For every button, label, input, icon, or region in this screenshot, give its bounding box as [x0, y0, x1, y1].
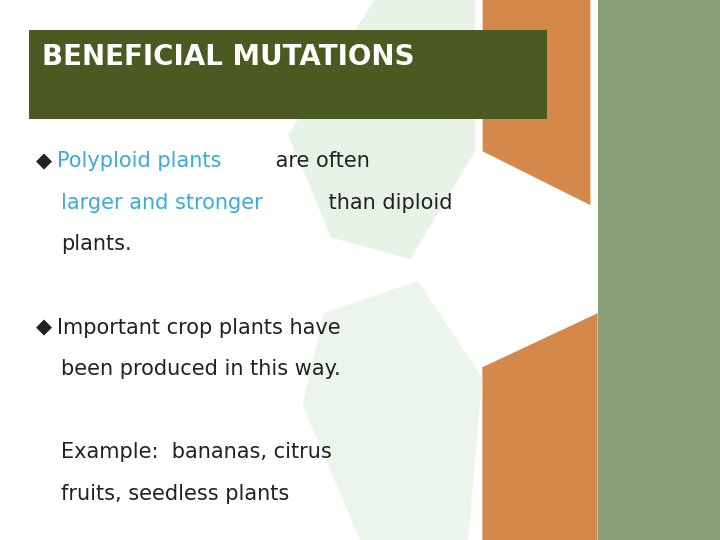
Text: Important crop plants have: Important crop plants have — [57, 318, 341, 338]
Text: fruits, seedless plants: fruits, seedless plants — [61, 484, 289, 504]
Polygon shape — [302, 281, 482, 540]
Text: Polyploid plants: Polyploid plants — [57, 151, 221, 171]
Text: been produced in this way.: been produced in this way. — [61, 359, 341, 379]
Polygon shape — [482, 313, 598, 540]
Text: ◆: ◆ — [36, 151, 52, 171]
Text: than diploid: than diploid — [322, 193, 452, 213]
Text: are often: are often — [269, 151, 369, 171]
Text: BENEFICIAL MUTATIONS: BENEFICIAL MUTATIONS — [42, 43, 414, 71]
Text: Example:  bananas, citrus: Example: bananas, citrus — [61, 442, 332, 462]
Polygon shape — [482, 0, 590, 205]
Text: larger and stronger: larger and stronger — [61, 193, 263, 213]
Text: ◆: ◆ — [36, 318, 52, 338]
FancyBboxPatch shape — [29, 30, 547, 119]
Text: plants.: plants. — [61, 234, 132, 254]
Polygon shape — [288, 0, 475, 259]
Polygon shape — [324, 0, 482, 297]
Polygon shape — [598, 0, 720, 540]
